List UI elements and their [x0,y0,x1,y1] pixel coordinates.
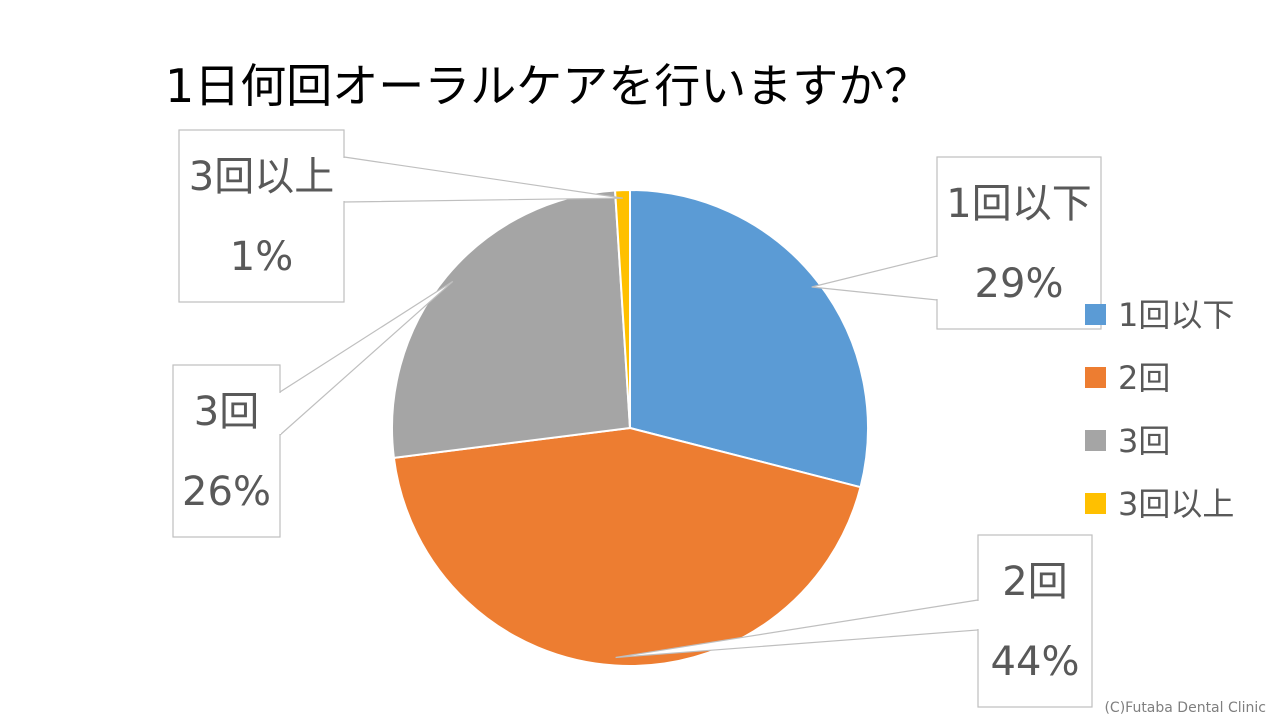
callout-value-2: 44% [991,639,1080,685]
pie-slice-1 [629,188,869,489]
callout-leader-1 [811,255,938,301]
legend-label-3: 3回 [1118,422,1170,460]
pie-slice-3 [391,189,632,459]
legend-label-1: 1回以下 [1118,296,1234,334]
callout-label-4: 3回以上 [189,154,334,200]
callout-leaders [279,156,979,659]
callout-box-1 [936,156,1102,330]
callout-box-4 [178,129,345,303]
callout-leader-4 [343,156,623,203]
callout-value-1: 29% [975,261,1064,307]
pie-slice-2 [392,426,862,667]
footer-credit: (C)Futaba Dental Clinic [1104,700,1266,716]
legend-label-2: 2回 [1118,359,1170,397]
callout-label-2: 2回 [1002,559,1067,605]
legend: 1回以下 2回 3回 3回以上 [1085,296,1234,523]
pie-slice-4 [613,188,631,429]
callout-value-3: 26% [182,469,271,515]
legend-swatch-3 [1085,430,1106,451]
chart-title: 1日何回オーラルケアを行いますか？ [165,59,930,113]
pie-slices [391,188,869,667]
legend-swatch-1 [1085,304,1106,325]
callout-label-3: 3回 [194,389,259,435]
callout-label-1: 1回以下 [946,181,1091,227]
callout-box-3 [172,364,281,538]
legend-label-4: 3回以上 [1118,485,1234,523]
legend-swatch-4 [1085,493,1106,514]
callout-value-4: 1% [230,234,293,280]
callout-box-2 [977,534,1093,708]
legend-swatch-2 [1085,367,1106,388]
callouts: 1回以下 29% 2回 44% 3回 26% 3回以上 1% [172,129,1102,708]
